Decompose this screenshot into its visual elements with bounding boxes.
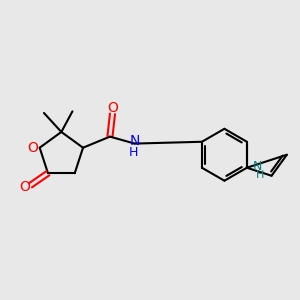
Text: O: O — [27, 141, 38, 155]
Text: N: N — [253, 160, 262, 173]
Text: H: H — [256, 170, 264, 180]
Text: O: O — [20, 180, 31, 194]
Text: O: O — [108, 101, 118, 115]
Text: N: N — [129, 134, 140, 148]
Text: H: H — [129, 146, 138, 159]
